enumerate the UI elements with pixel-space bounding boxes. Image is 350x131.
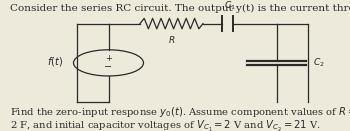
Text: Consider the series RC circuit. The output y(t) is the current through the circu: Consider the series RC circuit. The outp… <box>10 4 350 13</box>
Text: −: − <box>104 62 113 72</box>
Text: $C_2$: $C_2$ <box>313 57 325 69</box>
Text: 2 F, and initial capacitor voltages of $V_{C_1} = 2$ V and $V_{C_2} = 21$ V.: 2 F, and initial capacitor voltages of $… <box>10 119 321 131</box>
Text: Find the zero-input response $y_0(t)$. Assume component values of $R = 1$, $C_1 : Find the zero-input response $y_0(t)$. A… <box>10 105 350 119</box>
Text: +: + <box>105 54 112 63</box>
Text: $C_1$: $C_1$ <box>224 0 236 12</box>
Text: $R$: $R$ <box>168 34 175 45</box>
Text: $f(t)$: $f(t)$ <box>47 55 63 68</box>
